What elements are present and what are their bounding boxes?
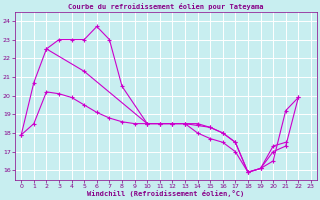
X-axis label: Windchill (Refroidissement éolien,°C): Windchill (Refroidissement éolien,°C)	[87, 190, 245, 197]
Title: Courbe du refroidissement éolien pour Tateyama: Courbe du refroidissement éolien pour Ta…	[68, 3, 264, 10]
